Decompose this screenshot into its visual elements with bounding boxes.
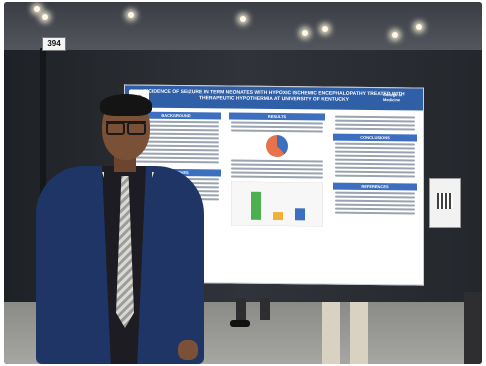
conference-photo: 394 INCIDENCE OF SEIZURE IN TERM NEONATE… [4, 2, 482, 364]
ceiling [4, 2, 482, 54]
background-person-leg [236, 298, 246, 326]
background-person-leg [322, 302, 340, 364]
qr-code-card [429, 178, 461, 228]
hair [100, 94, 152, 116]
glasses-icon [106, 121, 146, 135]
results-bar-chart [231, 181, 323, 227]
ceiling-light [42, 14, 48, 20]
background-person-leg [350, 302, 368, 364]
ceiling-light [302, 30, 308, 36]
booth-number-sign: 394 [42, 37, 66, 51]
background-person-leg [260, 298, 270, 320]
ceiling-light [240, 16, 246, 22]
section-results: RESULTS [229, 112, 325, 121]
ceiling-light [34, 6, 40, 12]
results-pie-chart [266, 134, 288, 158]
section-references: REFERENCES [333, 182, 417, 191]
board-frame [40, 48, 46, 310]
research-poster: INCIDENCE OF SEIZURE IN TERM NEONATES WI… [124, 84, 424, 286]
striped-tie [116, 176, 134, 328]
ceiling-light [128, 12, 134, 18]
section-conclusions: CONCLUSIONS [333, 133, 417, 142]
poster-column-right: CONCLUSIONS REFERENCES [333, 114, 417, 217]
background-person-shoe [230, 320, 250, 327]
ceiling-light [392, 32, 398, 38]
ceiling-light [322, 26, 328, 32]
ceiling-light [416, 24, 422, 30]
qr-code [437, 193, 453, 209]
poster-column-middle: RESULTS [229, 112, 325, 227]
hand [178, 340, 198, 360]
presenter [28, 94, 208, 364]
background-person-leg [464, 292, 482, 364]
poster-logo-right: College of Medicine [383, 92, 403, 103]
